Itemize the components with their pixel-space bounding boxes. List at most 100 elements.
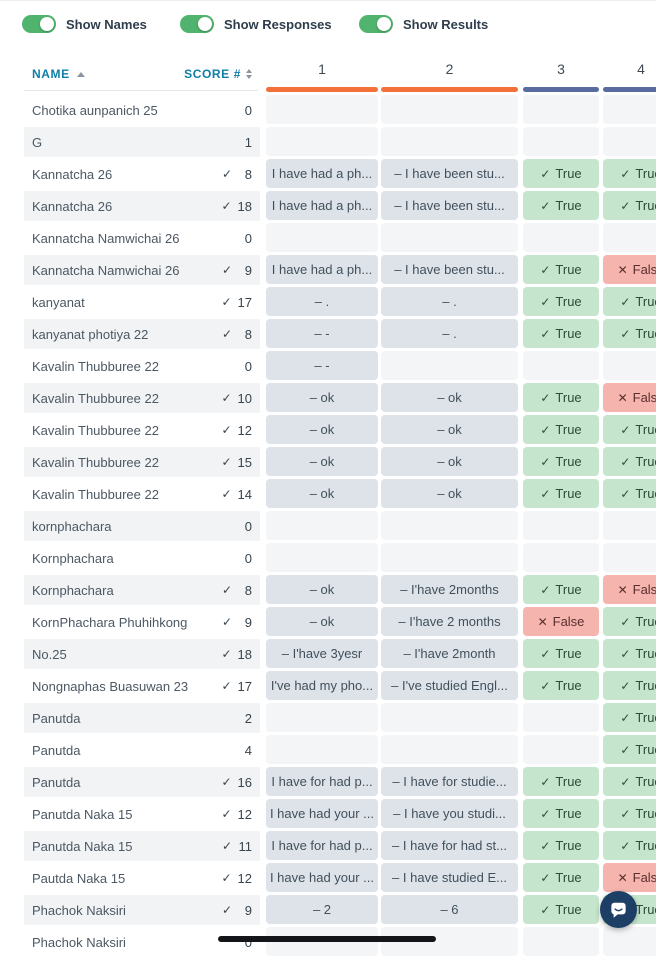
result-cell-true[interactable]: ✓ True <box>523 319 599 348</box>
response-cell[interactable]: – ok <box>381 415 518 444</box>
student-name-cell[interactable]: kanyanat <box>32 294 85 310</box>
response-cell[interactable]: – I have for had st... <box>381 831 518 860</box>
student-name-cell[interactable]: Panutda Naka 15 <box>32 838 133 854</box>
column-header-question-1[interactable]: 1 <box>318 61 326 77</box>
column-header-question-2[interactable]: 2 <box>445 61 454 77</box>
result-cell-true[interactable]: ✓ True <box>603 415 656 444</box>
response-cell[interactable]: – I've studied Engl... <box>381 671 518 700</box>
response-cell[interactable]: – - <box>266 319 378 348</box>
result-cell-true[interactable]: ✓ True <box>603 159 656 188</box>
result-cell-true[interactable]: ✓ True <box>523 255 599 284</box>
response-cell[interactable]: – ok <box>266 479 378 508</box>
toggle-show-results[interactable]: Show Results <box>359 15 488 33</box>
student-name-cell[interactable]: Kannatcha Namwichai 26 <box>32 230 180 246</box>
result-cell-true[interactable]: ✓ True <box>523 831 599 860</box>
response-cell[interactable]: – ok <box>266 447 378 476</box>
result-cell-true[interactable]: ✓ True <box>523 767 599 796</box>
response-cell[interactable]: – I have been stu... <box>381 191 518 220</box>
result-cell-true[interactable]: ✓ True <box>603 287 656 316</box>
student-name-cell[interactable]: Kannatcha 26 <box>32 166 113 182</box>
response-cell[interactable]: – . <box>381 287 518 316</box>
response-cell[interactable]: I have for had p... <box>266 767 378 796</box>
student-name-cell[interactable]: Phachok Naksiri <box>32 902 126 918</box>
result-cell-true[interactable]: ✓ True <box>603 799 656 828</box>
student-name-cell[interactable]: Kavalin Thubburee 22 <box>32 454 159 470</box>
response-cell[interactable]: – I have for studie... <box>381 767 518 796</box>
response-cell[interactable]: – ok <box>266 383 378 412</box>
response-cell[interactable]: I've had my pho... <box>266 671 378 700</box>
student-name-cell[interactable]: Kavalin Thubburee 22 <box>32 358 159 374</box>
result-cell-false[interactable]: ✕ False <box>603 255 656 284</box>
result-cell-true[interactable]: ✓ True <box>523 895 599 924</box>
response-cell[interactable]: – ok <box>381 447 518 476</box>
response-cell[interactable]: – I'have 2 months <box>381 607 518 636</box>
response-cell[interactable]: I have had your ... <box>266 863 378 892</box>
result-cell-true[interactable]: ✓ True <box>603 447 656 476</box>
response-cell[interactable]: I have for had p... <box>266 831 378 860</box>
student-name-cell[interactable]: Kornphachara <box>32 550 114 566</box>
student-name-cell[interactable]: kanyanat photiya 22 <box>32 326 149 342</box>
student-name-cell[interactable]: Panutda <box>32 774 81 790</box>
result-cell-true[interactable]: ✓ True <box>603 703 656 732</box>
response-cell[interactable]: – I have been stu... <box>381 255 518 284</box>
student-name-cell[interactable]: kornphachara <box>32 518 112 534</box>
result-cell-false[interactable]: ✕ False <box>523 607 599 636</box>
response-cell[interactable]: – . <box>381 319 518 348</box>
response-cell[interactable]: I have had a ph... <box>266 159 378 188</box>
result-cell-true[interactable]: ✓ True <box>523 671 599 700</box>
response-cell[interactable]: I have had a ph... <box>266 191 378 220</box>
student-name-cell[interactable]: No.25 <box>32 646 67 662</box>
show-responses-toggle-switch[interactable] <box>180 15 214 33</box>
student-name-cell[interactable]: Kavalin Thubburee 22 <box>32 486 159 502</box>
result-cell-true[interactable]: ✓ True <box>523 447 599 476</box>
student-name-cell[interactable]: Kannatcha 26 <box>32 198 113 214</box>
student-name-cell[interactable]: Pautda Naka 15 <box>32 870 126 886</box>
result-cell-true[interactable]: ✓ True <box>603 639 656 668</box>
column-header-score[interactable]: SCORE # <box>120 67 252 81</box>
response-cell[interactable]: – . <box>266 287 378 316</box>
student-name-cell[interactable]: Panutda Naka 15 <box>32 806 133 822</box>
response-cell[interactable]: – - <box>266 351 378 380</box>
response-cell[interactable]: – ok <box>381 479 518 508</box>
toggle-show-responses[interactable]: Show Responses <box>180 15 332 33</box>
student-name-cell[interactable]: Kannatcha Namwichai 26 <box>32 262 180 278</box>
response-cell[interactable]: – I'have 3yesr <box>266 639 378 668</box>
student-name-cell[interactable]: Panutda <box>32 742 81 758</box>
response-cell[interactable]: – 2 <box>266 895 378 924</box>
student-name-cell[interactable]: Kornphachara <box>32 582 114 598</box>
response-cell[interactable]: – ok <box>381 383 518 412</box>
student-name-cell[interactable]: Chotika aunpanich 25 <box>32 102 158 118</box>
column-header-name[interactable]: NAME <box>32 67 85 81</box>
result-cell-true[interactable]: ✓ True <box>603 319 656 348</box>
intercom-launcher-button[interactable] <box>600 891 637 928</box>
response-cell[interactable]: – I'have 2months <box>381 575 518 604</box>
response-cell[interactable]: I have had a ph... <box>266 255 378 284</box>
result-cell-false[interactable]: ✕ False <box>603 575 656 604</box>
result-cell-true[interactable]: ✓ True <box>603 767 656 796</box>
result-cell-false[interactable]: ✕ False <box>603 383 656 412</box>
result-cell-true[interactable]: ✓ True <box>603 831 656 860</box>
response-cell[interactable]: – I have you studi... <box>381 799 518 828</box>
horizontal-scrollbar-thumb[interactable] <box>218 936 436 942</box>
student-name-cell[interactable]: Kavalin Thubburee 22 <box>32 390 159 406</box>
student-name-cell[interactable]: Panutda <box>32 710 81 726</box>
student-name-cell[interactable]: Kavalin Thubburee 22 <box>32 422 159 438</box>
result-cell-true[interactable]: ✓ True <box>603 607 656 636</box>
student-name-cell[interactable]: KornPhachara Phuhihkong <box>32 614 188 630</box>
result-cell-true[interactable]: ✓ True <box>523 479 599 508</box>
response-cell[interactable]: – I'have 2month <box>381 639 518 668</box>
column-header-question-3[interactable]: 3 <box>557 61 565 77</box>
response-cell[interactable]: – ok <box>266 607 378 636</box>
student-name-cell[interactable]: Nongnaphas Buasuwan 23 <box>32 678 189 694</box>
response-cell[interactable]: – 6 <box>381 895 518 924</box>
show-results-toggle-switch[interactable] <box>359 15 393 33</box>
response-cell[interactable]: – ok <box>266 415 378 444</box>
response-cell[interactable]: – I have been stu... <box>381 159 518 188</box>
result-cell-true[interactable]: ✓ True <box>523 639 599 668</box>
result-cell-true[interactable]: ✓ True <box>603 671 656 700</box>
response-cell[interactable]: – ok <box>266 575 378 604</box>
show-names-toggle-switch[interactable] <box>22 15 56 33</box>
result-cell-true[interactable]: ✓ True <box>523 799 599 828</box>
result-cell-false[interactable]: ✕ False <box>603 863 656 892</box>
student-name-cell[interactable]: G <box>32 134 43 150</box>
